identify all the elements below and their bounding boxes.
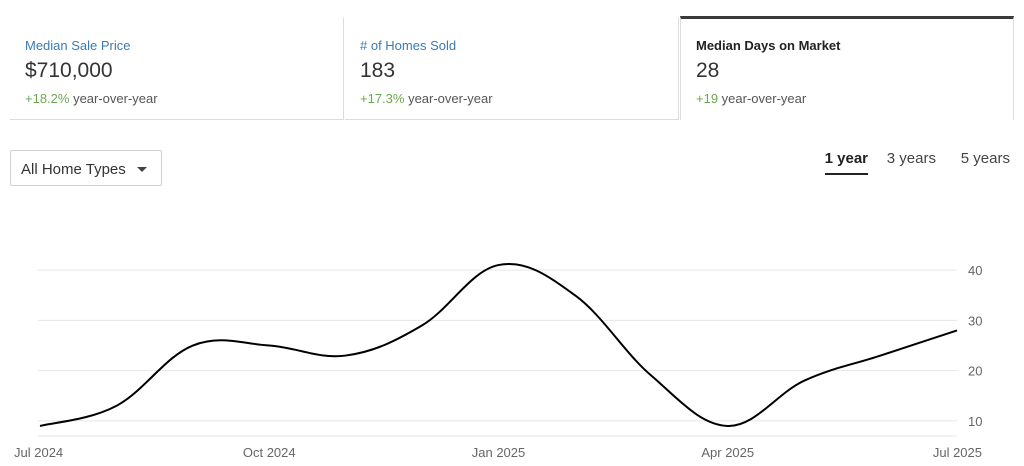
x-tick-label: Jul 2025 — [933, 445, 982, 460]
y-tick-label: 10 — [968, 414, 982, 429]
y-axis: 10 20 30 40 — [968, 263, 982, 429]
y-tick-label: 30 — [968, 313, 982, 328]
stat-delta: +19 — [696, 91, 719, 106]
stats-bar: Median Sale Price $710,000 +18.2% year-o… — [10, 16, 1014, 120]
home-type-dropdown[interactable]: All Home Types — [10, 150, 162, 186]
x-tick-label: Jan 2025 — [472, 445, 526, 460]
stat-change: +18.2% year-over-year — [25, 91, 158, 106]
stat-median-days-on-market[interactable]: Median Days on Market 28 +19 year-over-y… — [680, 16, 1014, 120]
stat-suffix: year-over-year — [404, 91, 493, 106]
x-tick-label: Oct 2024 — [243, 445, 296, 460]
stat-homes-sold[interactable]: # of Homes Sold 183 +17.3% year-over-yea… — [345, 16, 679, 120]
stat-delta: +18.2% — [25, 91, 70, 106]
stat-value: 183 — [360, 59, 396, 82]
stat-value: 28 — [696, 59, 720, 82]
series-line — [39, 263, 958, 427]
stat-label: # of Homes Sold — [360, 38, 457, 53]
stat-change: +17.3% year-over-year — [360, 91, 493, 106]
tab-5-years[interactable]: 5 years — [960, 150, 1010, 167]
chevron-down-icon — [137, 167, 147, 172]
stat-change: +19 year-over-year — [696, 91, 806, 106]
y-tick-label: 20 — [968, 364, 982, 379]
tab-3-years[interactable]: 3 years — [886, 150, 936, 167]
stat-suffix: year-over-year — [69, 91, 158, 106]
stat-label: Median Sale Price — [25, 38, 131, 53]
range-tabs: 1 year 3 years 5 years — [810, 150, 1010, 178]
stat-value: $710,000 — [25, 59, 113, 82]
x-axis: Jul 2024 Oct 2024 Jan 2025 Apr 2025 Jul 2025 — [14, 445, 982, 460]
stat-label: Median Days on Market — [696, 38, 841, 53]
home-type-selected: All Home Types — [21, 161, 126, 178]
tab-1-year[interactable]: 1 year — [824, 150, 868, 175]
x-tick-label: Apr 2025 — [701, 445, 754, 460]
days-on-market-chart: 10 20 30 40 Jul 2024 Oct 2024 Jan 2025 Apr 202… — [14, 263, 982, 460]
y-tick-label: 40 — [968, 263, 982, 278]
stat-median-sale-price[interactable]: Median Sale Price $710,000 +18.2% year-o… — [10, 16, 344, 120]
stat-suffix: year-over-year — [718, 91, 807, 106]
x-tick-label: Jul 2024 — [14, 445, 63, 460]
grid — [38, 269, 957, 437]
stat-delta: +17.3% — [360, 91, 405, 106]
